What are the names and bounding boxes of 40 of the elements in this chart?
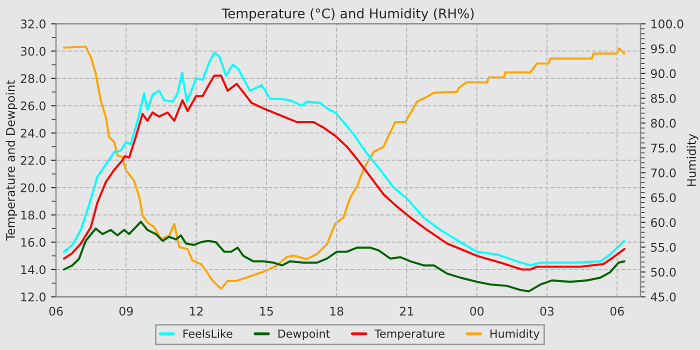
x-tick-label: 21 — [400, 306, 414, 316]
y2-tick-label: 90.0 — [650, 69, 676, 78]
y2-tick-label: 45.0 — [650, 292, 676, 302]
y-tick-label: 30.0 — [20, 46, 46, 56]
x-tick-label: 12 — [190, 306, 203, 316]
y2-tick-label: 50.0 — [651, 268, 676, 277]
y2-tick-label: 85.0 — [651, 94, 676, 103]
y-tick-label: 20.0 — [20, 183, 46, 192]
y-axis-title: Temperature and Dewpoint — [6, 80, 18, 241]
y-tick-label: 32.0 — [20, 20, 46, 28]
y2-tick-label: 60.0 — [651, 218, 676, 227]
y-tick-label: 28.0 — [20, 74, 46, 84]
y-tick-label: 18.0 — [21, 210, 46, 220]
y2-tick-label: 70.0 — [651, 168, 676, 178]
y-tick-label: 14.0 — [21, 265, 46, 274]
x-tick-label: 09 — [119, 306, 133, 316]
legend-label: Temperature — [374, 330, 444, 340]
y2-tick-label: 65.0 — [651, 193, 676, 202]
x-tick-label: 18 — [330, 306, 344, 316]
y-tick-label: 12.0 — [21, 292, 46, 302]
y2-tick-label: 75.0 — [651, 144, 676, 153]
legend-label: FeelsLike — [184, 329, 232, 338]
y-tick-label: 16.0 — [21, 238, 46, 247]
y2-tick-label: 100.0 — [652, 20, 684, 28]
x-tick-label: 06 — [49, 306, 63, 316]
line-series — [62, 220, 626, 292]
chart-title: Temperature (°C) and Humidity (RH%) — [222, 8, 474, 21]
y2-tick-label: 95.0 — [650, 44, 676, 54]
x-tick-label: 03 — [540, 306, 554, 316]
x-tick-label: 00 — [470, 306, 484, 316]
legend-label: Humidity — [490, 329, 540, 340]
y-tick-label: 24.0 — [20, 128, 46, 138]
y-tick-label: 26.0 — [20, 101, 46, 110]
x-tick-label: 06 — [610, 306, 624, 316]
y2-tick-label: 80.0 — [651, 118, 676, 128]
x-tick-label: 15 — [260, 306, 273, 316]
y2-axis-title: Humidity — [686, 134, 698, 186]
y2-tick-label: 55.0 — [651, 242, 676, 252]
legend-label: Dewpoint — [278, 329, 330, 340]
y-tick-label: 22.0 — [20, 156, 46, 165]
